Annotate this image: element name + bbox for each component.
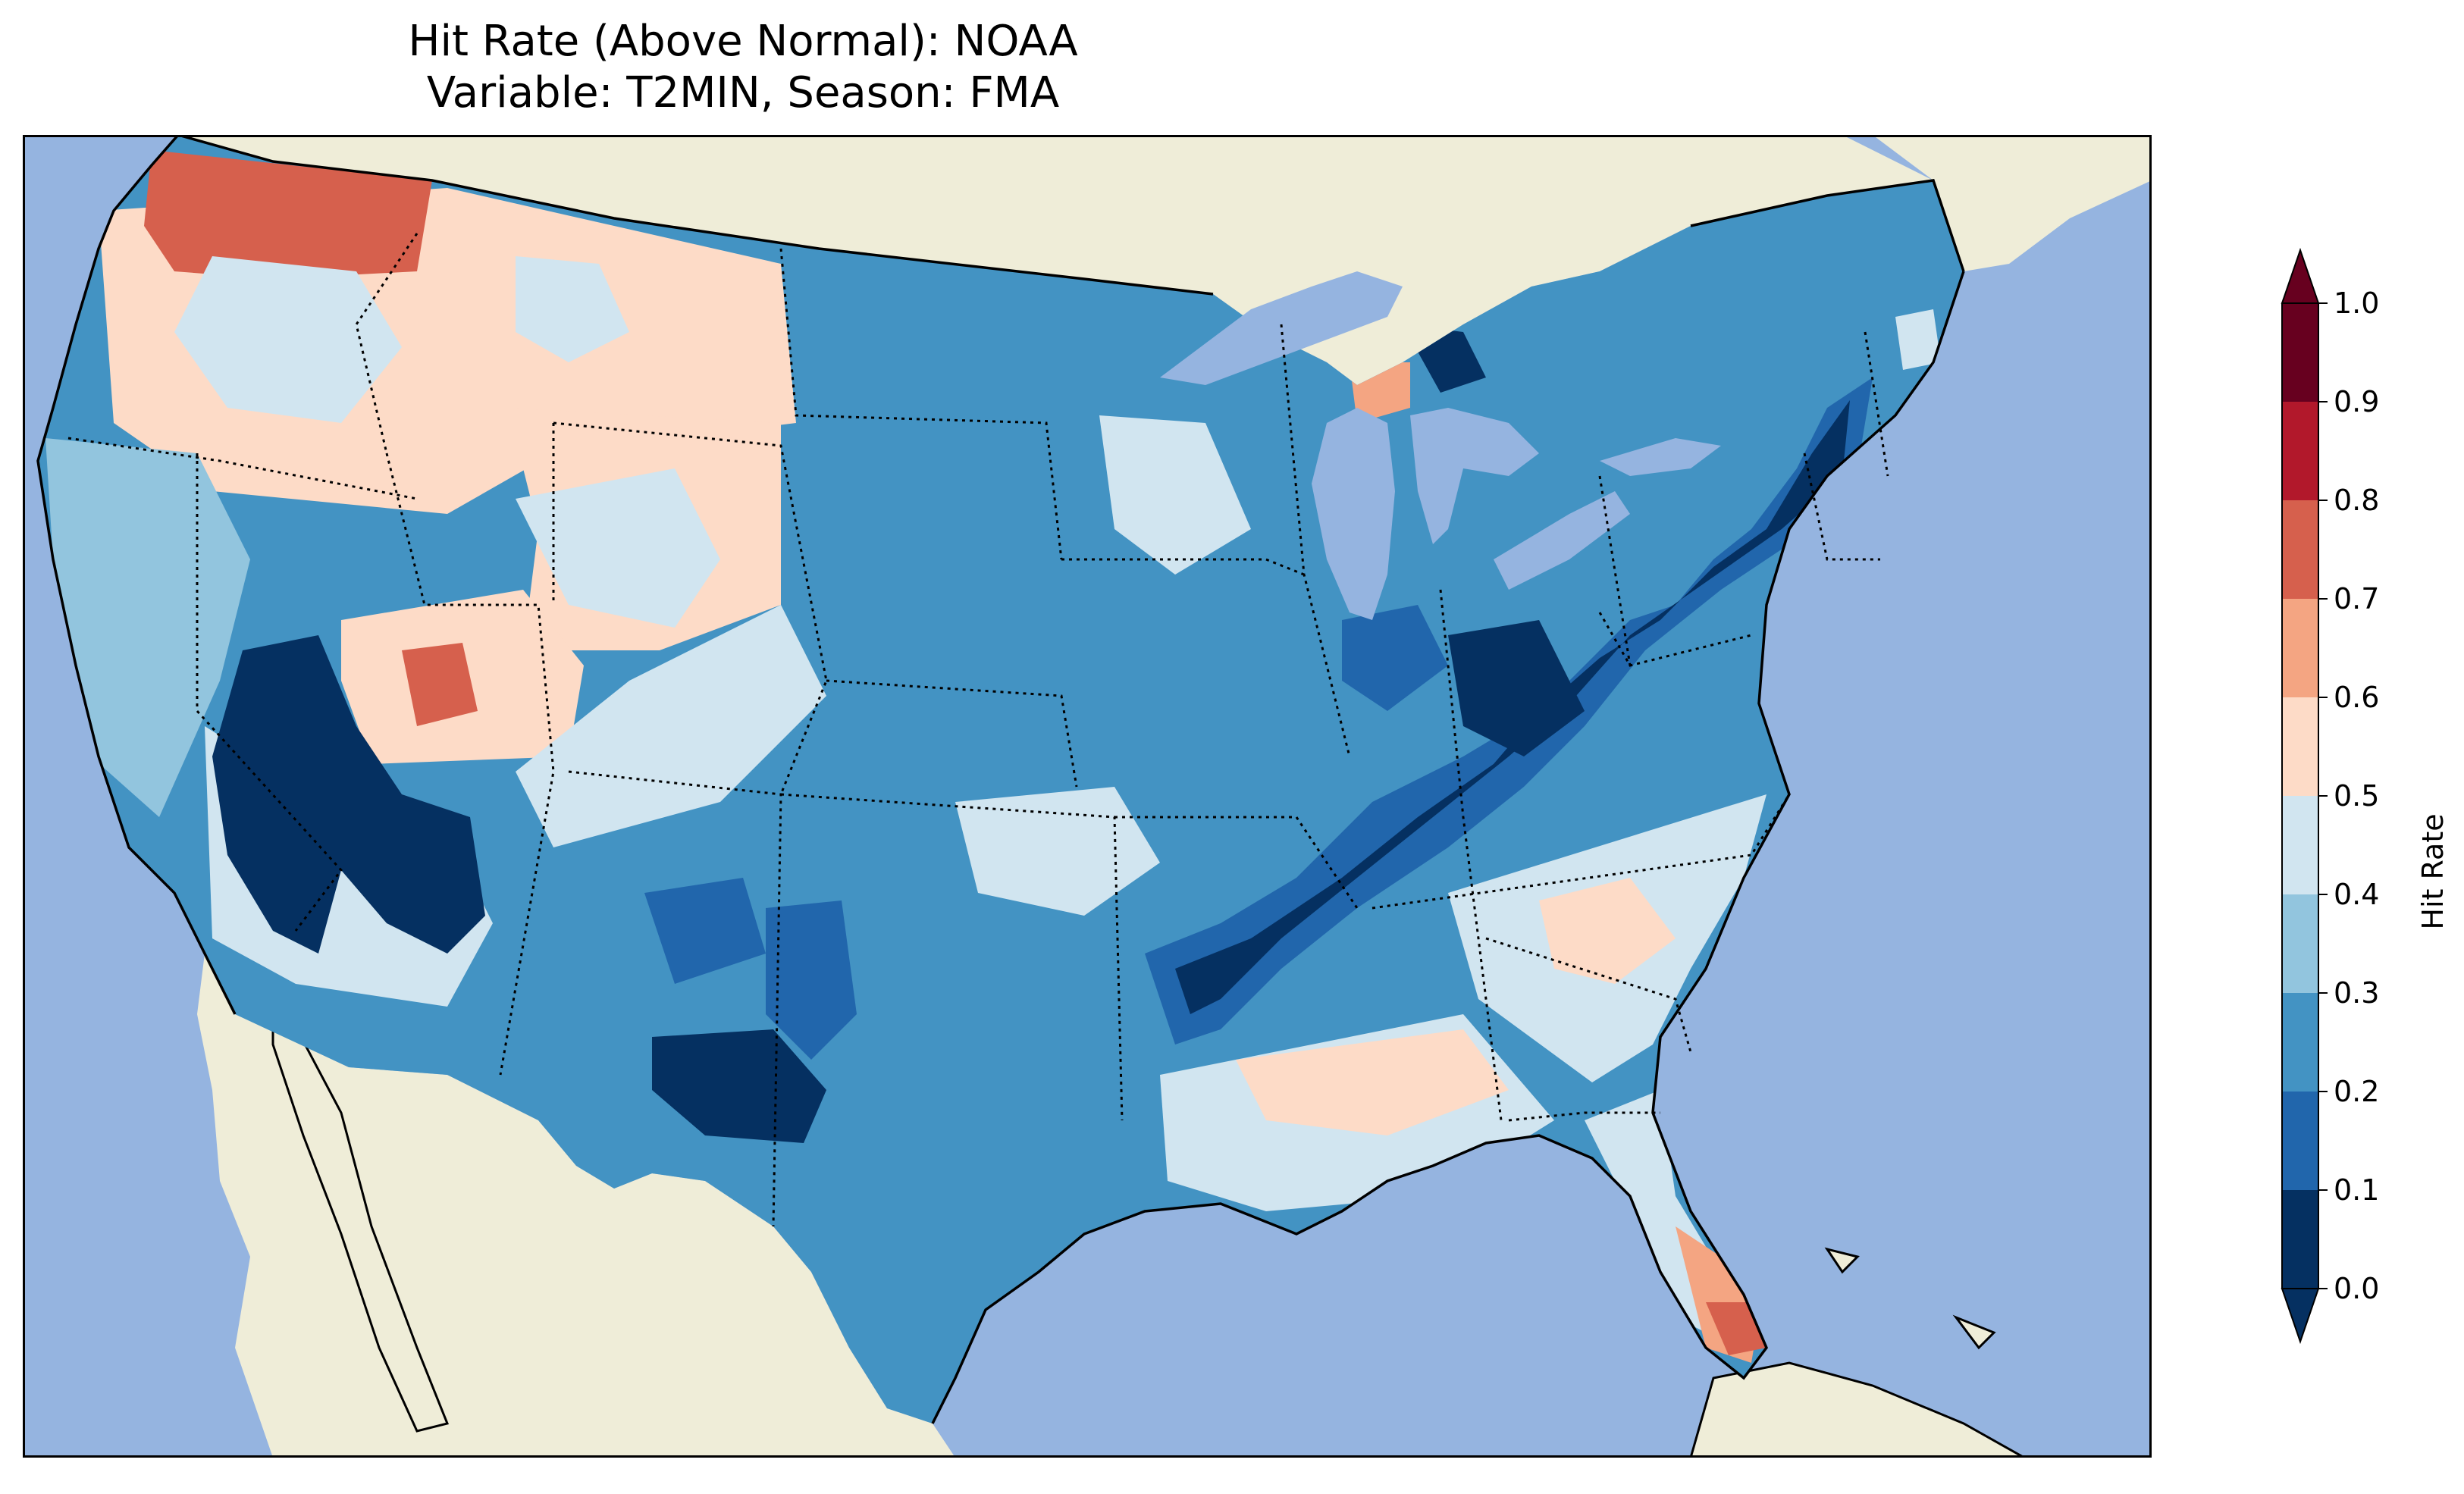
- map-frame: [23, 135, 2152, 1458]
- colorbar-extend-max: [2281, 247, 2320, 304]
- great-lakes: [1160, 271, 1721, 620]
- colorbar-tick-label: 0.0: [2334, 1272, 2379, 1305]
- colorbar-tick-label: 0.4: [2334, 878, 2379, 911]
- colorbar-tick-label: 0.7: [2334, 582, 2379, 615]
- colorbar-swatch: [2282, 993, 2318, 1092]
- colorbar-label: Hit Rate: [2416, 813, 2449, 929]
- colorbar-tick-label: 0.6: [2334, 681, 2379, 714]
- colorbar-swatch: [2282, 303, 2318, 402]
- hit-rate-field: [38, 135, 1964, 1424]
- colorbar-swatch: [2282, 697, 2318, 796]
- colorbar-swatch: [2282, 1190, 2318, 1289]
- colorbar-tick-label: 0.5: [2334, 779, 2379, 813]
- chart-title-line-1: Hit Rate (Above Normal): NOAA: [408, 17, 1078, 66]
- colorbar-extend-min: [2281, 1288, 2320, 1345]
- colorbar-swatches: [2281, 247, 2320, 1345]
- land-mexico: [197, 954, 955, 1458]
- colorbar-swatch: [2282, 402, 2318, 500]
- coastlines-and-us-outline: [36, 135, 1965, 1424]
- colorbar-swatch: [2282, 599, 2318, 697]
- chart-title-line-2: Variable: T2MIN, Season: FMA: [426, 68, 1060, 117]
- colorbar-tick-label: 1.0: [2334, 287, 2379, 320]
- land-canada: [159, 135, 2152, 385]
- colorbar-tick-label: 0.1: [2334, 1173, 2379, 1207]
- colorbar-tick-label: 0.2: [2334, 1075, 2379, 1108]
- colorbar-swatch: [2282, 500, 2318, 599]
- colorbar: 0.0 0.1 0.2 0.3 0.4 0.5 0.6 0.7 0.8 0.9 1.0 Hit Ra…: [2281, 247, 2449, 1345]
- land-cuba-bahamas: [1689, 1247, 2027, 1458]
- map-panel[interactable]: [23, 135, 2152, 1458]
- colorbar-tick-label: 0.8: [2334, 484, 2379, 517]
- colorbar-tick-label: 0.3: [2334, 976, 2379, 1010]
- colorbar-ticks: 0.0 0.1 0.2 0.3 0.4 0.5 0.6 0.7 0.8 0.9 1.0: [2318, 287, 2379, 1305]
- state-borders: [67, 233, 1889, 1227]
- colorbar-swatch: [2282, 1092, 2318, 1190]
- colorbar-swatch: [2282, 796, 2318, 894]
- colorbar-tick-label: 0.9: [2334, 385, 2379, 418]
- colorbar-swatch: [2282, 894, 2318, 993]
